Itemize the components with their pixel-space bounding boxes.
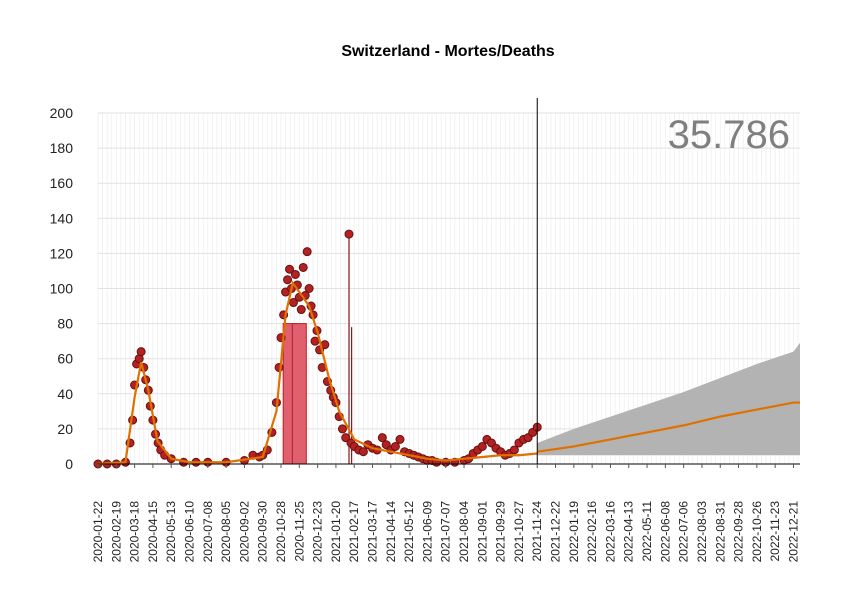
forecast-band — [537, 342, 800, 456]
x-tick-label: 2022-05-11 — [640, 501, 654, 562]
data-point — [310, 336, 320, 346]
y-tick-label: 20 — [57, 421, 73, 437]
data-point — [344, 229, 354, 239]
x-tick-label: 2020-08-05 — [219, 501, 233, 563]
x-tick-label: 2020-09-02 — [237, 501, 251, 563]
y-tick-label: 0 — [65, 456, 73, 472]
trend-lines — [97, 280, 800, 466]
x-tick-label: 2020-11-25 — [292, 501, 306, 562]
forecast-line — [537, 401, 800, 453]
total-annotation: 35.786 — [668, 113, 790, 157]
axes — [98, 98, 800, 465]
x-tick-label: 2021-01-20 — [329, 501, 343, 563]
x-tick-label: 2020-10-28 — [274, 501, 288, 563]
x-tick-label: 2021-03-17 — [366, 501, 380, 563]
x-tick-label: 2022-08-31 — [713, 501, 727, 563]
x-tick-label: 2022-02-16 — [585, 501, 599, 563]
y-tick-label: 60 — [57, 351, 73, 367]
data-point — [290, 269, 300, 279]
y-tick-label: 180 — [50, 140, 74, 156]
x-tick-label: 2021-04-14 — [384, 501, 398, 563]
x-tick-label: 2021-09-29 — [494, 501, 508, 563]
x-tick-label: 2022-12-21 — [786, 501, 800, 563]
x-tick-label: 2021-06-09 — [420, 501, 434, 563]
y-tick-label: 200 — [50, 105, 74, 121]
x-tick-label: 2021-05-12 — [402, 501, 416, 563]
bars — [282, 323, 307, 465]
x-tick-label: 2020-06-10 — [183, 501, 197, 563]
forecast-interval-area — [537, 342, 800, 456]
data-point — [296, 305, 306, 315]
x-tick-label: 2022-07-06 — [677, 501, 691, 563]
y-tick-label: 140 — [50, 210, 74, 226]
x-tick-label: 2021-12-22 — [549, 501, 563, 563]
x-tick-label: 2020-07-08 — [201, 501, 215, 563]
data-point — [302, 247, 312, 257]
data-point — [477, 441, 487, 451]
x-tick-label: 2020-12-23 — [311, 501, 325, 563]
x-tick-labels: 2020-01-22 2020-02-19 2020-03-18 2020-04-15… — [91, 464, 800, 562]
x-tick-label: 2020-09-30 — [256, 501, 270, 563]
y-tick-label: 80 — [57, 316, 73, 332]
x-tick-label: 2022-04-13 — [622, 501, 636, 563]
x-tick-label: 2021-02-17 — [347, 501, 361, 563]
x-tick-label: 2020-02-19 — [109, 501, 123, 563]
data-point — [390, 441, 400, 451]
x-tick-label: 2022-06-08 — [658, 501, 672, 563]
x-tick-label: 2022-01-19 — [567, 501, 581, 563]
y-tick-label: 120 — [50, 245, 74, 261]
data-point — [136, 347, 146, 357]
smoothed-line — [97, 280, 538, 466]
data-point — [358, 447, 368, 457]
x-tick-label: 2021-07-07 — [439, 501, 453, 563]
data-point — [298, 262, 308, 272]
x-tick-label: 2022-08-03 — [695, 501, 709, 563]
y-tick-label: 160 — [50, 175, 74, 191]
x-tick-label: 2020-05-13 — [164, 501, 178, 563]
data-point — [509, 445, 519, 455]
x-tick-label: 2020-04-15 — [146, 501, 160, 563]
bar — [291, 323, 307, 465]
y-tick-labels: 0 20 40 60 80 100 120 140 160 180 200 — [50, 105, 74, 472]
y-tick-label: 100 — [50, 281, 74, 297]
data-point — [304, 284, 314, 293]
x-tick-label: 2022-09-28 — [732, 501, 746, 563]
data-point — [377, 433, 387, 443]
x-tick-label: 2021-09-01 — [475, 501, 489, 563]
data-point — [285, 264, 295, 274]
x-tick-label: 2022-10-26 — [750, 501, 764, 563]
x-tick-label: 2022-11-23 — [768, 501, 782, 562]
x-tick-label: 2021-10-27 — [512, 501, 526, 563]
x-tick-label: 2020-01-22 — [91, 501, 105, 563]
data-point — [395, 434, 405, 444]
data-point — [283, 275, 293, 285]
y-tick-label: 40 — [57, 386, 73, 402]
data-point — [337, 424, 347, 434]
x-tick-label: 2020-03-18 — [128, 501, 142, 563]
chart-title: Switzerland - Mortes/Deaths — [341, 43, 554, 60]
data-point — [341, 433, 351, 443]
x-tick-label: 2021-08-04 — [457, 501, 471, 563]
x-tick-label: 2021-11-24 — [530, 501, 544, 562]
x-tick-label: 2022-03-16 — [603, 501, 617, 563]
